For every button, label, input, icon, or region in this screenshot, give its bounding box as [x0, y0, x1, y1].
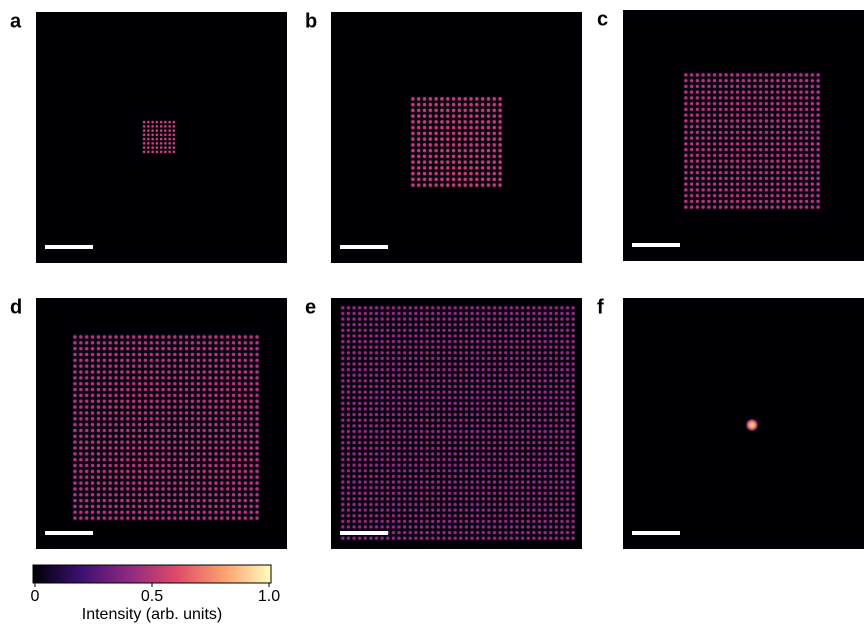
- spot-glow: [683, 72, 821, 210]
- colorbar-tick-label: 1.0: [258, 588, 280, 605]
- scale-bar: [45, 245, 93, 249]
- spot-glow: [142, 120, 176, 154]
- scale-bar: [632, 531, 680, 535]
- colorbar-label: Intensity (arb. units): [82, 606, 223, 623]
- panel-label: a: [10, 10, 22, 32]
- spot-glow: [340, 305, 576, 541]
- panel-label: f: [597, 296, 604, 318]
- spot-glow: [410, 96, 503, 188]
- panel-label: e: [305, 296, 316, 318]
- spot-array: [683, 72, 821, 210]
- panel-label: c: [597, 8, 608, 30]
- spot-array: [72, 334, 260, 521]
- scale-bar: [45, 531, 93, 535]
- scale-bar: [340, 531, 388, 535]
- colorbar: [32, 564, 272, 584]
- colorbar-tick-label: 0.5: [141, 588, 163, 605]
- spot-glow: [72, 334, 260, 521]
- panel-label: d: [10, 296, 22, 318]
- scale-bar: [632, 243, 680, 247]
- colorbar-tick-label: 0: [31, 588, 40, 605]
- spot-array: [142, 120, 176, 154]
- panel-label: b: [305, 10, 317, 32]
- scale-bar: [340, 245, 388, 249]
- focal-spot: [745, 418, 759, 432]
- image-panel: [623, 298, 864, 549]
- spot-array: [340, 305, 576, 541]
- spot-array: [410, 96, 503, 188]
